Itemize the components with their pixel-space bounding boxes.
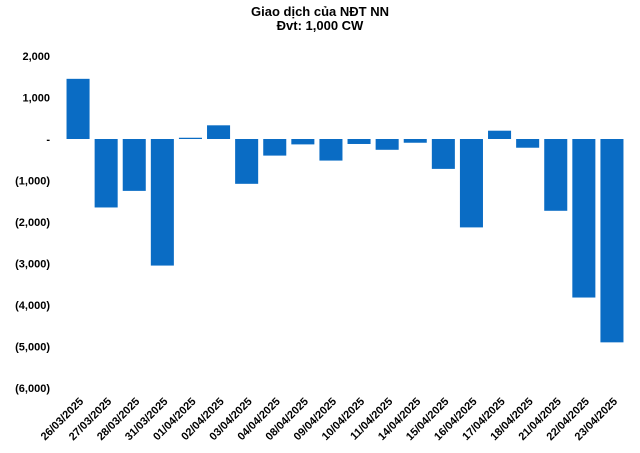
- bar: [178, 137, 202, 139]
- bar: [600, 139, 624, 343]
- chart-subtitle: Đvt: 1,000 CW: [276, 18, 364, 33]
- bar: [319, 139, 343, 161]
- bar: [375, 139, 399, 150]
- bar: [459, 139, 483, 228]
- bar: [235, 139, 259, 184]
- bar: [150, 139, 174, 266]
- y-tick-label: (2,000): [15, 217, 50, 229]
- y-tick-label: 2,000: [22, 51, 50, 63]
- bar: [291, 139, 315, 145]
- bar: [544, 139, 568, 211]
- bar: [263, 139, 287, 156]
- bar: [488, 130, 512, 139]
- bar: [403, 139, 427, 143]
- bar: [94, 139, 118, 208]
- bar: [207, 125, 231, 139]
- y-tick-label: (1,000): [15, 176, 50, 188]
- bar: [66, 78, 90, 139]
- y-tick-label: 1,000: [22, 93, 50, 105]
- y-tick-label: (4,000): [15, 300, 50, 312]
- bar: [122, 139, 146, 191]
- y-tick-label: -: [46, 134, 50, 146]
- bar: [431, 139, 455, 169]
- bar: [572, 139, 596, 298]
- y-tick-label: (3,000): [15, 259, 50, 271]
- y-axis: 2,000 1,000 - (1,000) (2,000) (3,000) (4,000) (…: [15, 51, 50, 395]
- x-axis: 26/03/202527/03/202528/03/202531/03/2025…: [39, 396, 620, 443]
- bars: [66, 78, 624, 343]
- chart-title: Giao dịch của NĐT NN: [251, 4, 389, 19]
- y-tick-label: (6,000): [15, 383, 50, 395]
- y-tick-label: (5,000): [15, 342, 50, 354]
- bar: [347, 139, 371, 144]
- bar: [516, 139, 540, 148]
